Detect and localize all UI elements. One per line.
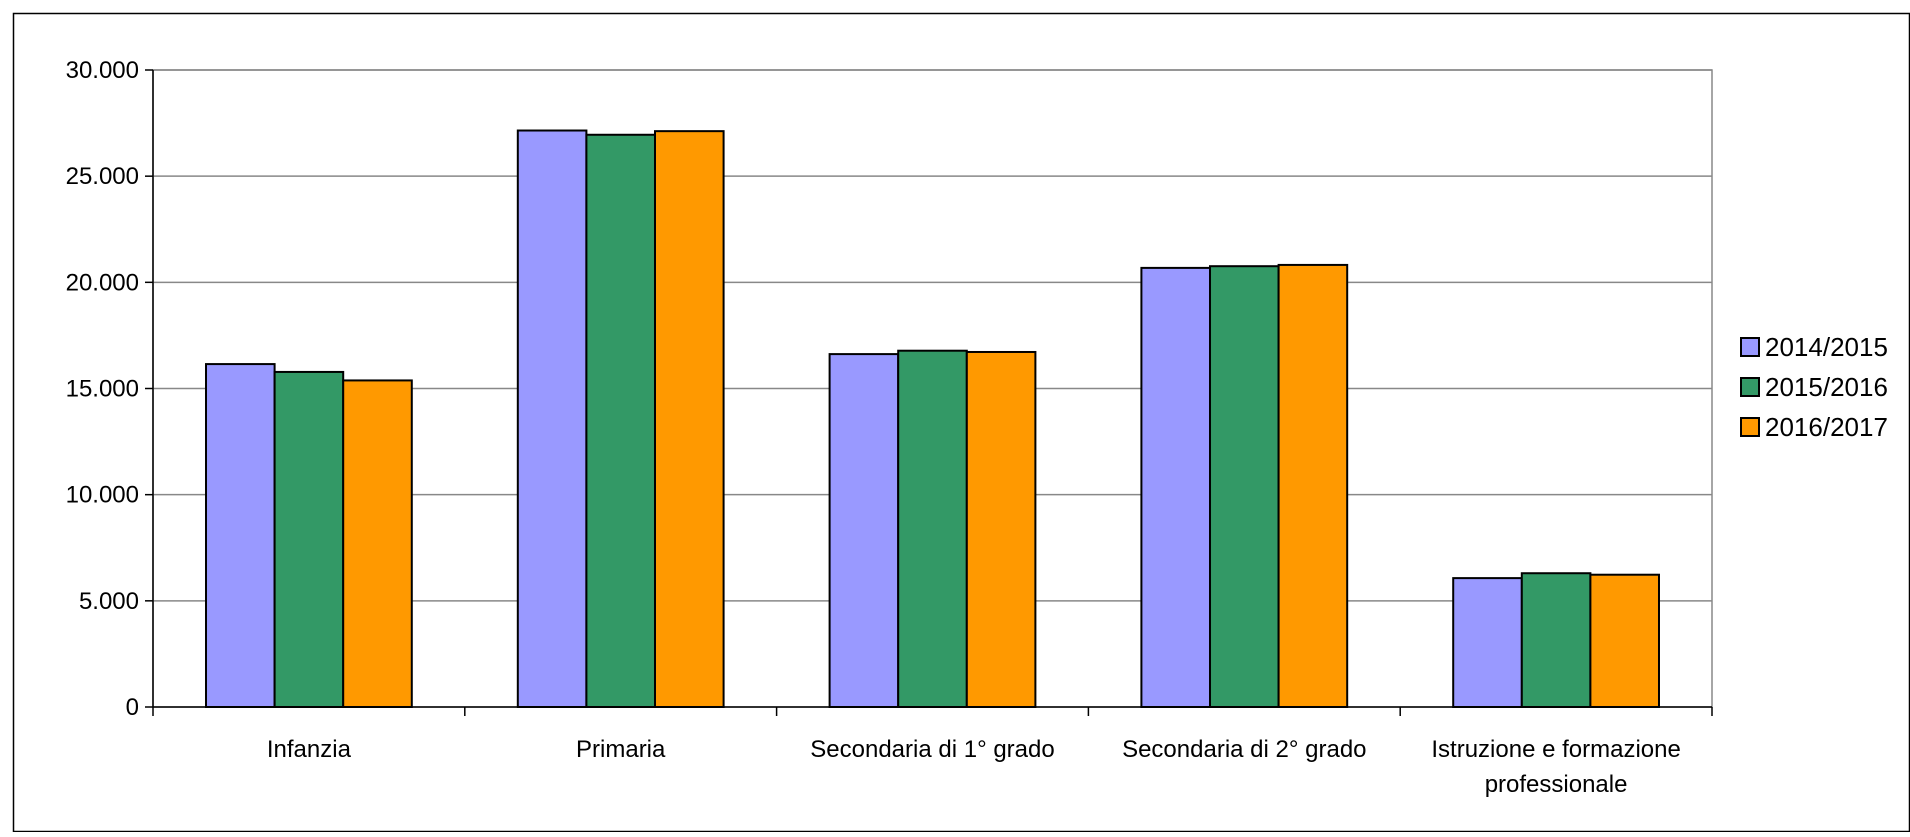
y-tick-label: 25.000 <box>66 163 139 190</box>
x-tick-label: professionale <box>1485 771 1628 798</box>
bar-2016-2017-3 <box>1277 263 1349 708</box>
bar-2014-2015-3 <box>1140 266 1212 708</box>
y-tick-label: 15.000 <box>66 376 139 403</box>
bar-2016-2017-4 <box>1589 573 1660 708</box>
bar-2015-2016-0 <box>273 370 345 708</box>
bar-2014-2015-1 <box>516 129 588 708</box>
x-tick-label: Istruzione e formazione <box>1431 736 1680 763</box>
bar-2015-2016-4 <box>1520 572 1592 708</box>
legend-label: 2015/2016 <box>1765 372 1888 402</box>
y-tick-label: 20.000 <box>66 269 139 296</box>
y-tick-label: 5.000 <box>79 588 139 615</box>
legend-label: 2014/2015 <box>1765 332 1888 362</box>
legend-swatch-2014-2015 <box>1740 337 1760 357</box>
bars <box>205 129 1660 709</box>
bar-2014-2015-2 <box>828 353 900 708</box>
bar-2016-2017-0 <box>342 379 413 708</box>
axes <box>145 69 1713 716</box>
bar-2015-2016-1 <box>585 133 656 709</box>
x-axis-tick-labels: Infanzia Primaria Secondaria di 1° grado Se… <box>267 736 1681 798</box>
bar-2015-2016-2 <box>897 349 968 708</box>
bar-2016-2017-1 <box>653 130 725 709</box>
legend-swatch-2016-2017 <box>1740 417 1760 437</box>
bar-2014-2015-0 <box>205 363 276 708</box>
legend-label: 2016/2017 <box>1765 412 1888 442</box>
x-tick-label: Primaria <box>576 736 666 763</box>
bar-2014-2015-4 <box>1452 577 1523 708</box>
y-tick-label: 0 <box>126 694 139 721</box>
x-tick-label: Secondaria di 2° grado <box>1122 736 1366 763</box>
legend: 2014/2015 2015/2016 2016/2017 <box>1740 332 1888 442</box>
x-tick-label: Secondaria di 1° grado <box>810 736 1054 763</box>
x-tick-label: Infanzia <box>267 736 352 763</box>
bar-2016-2017-2 <box>965 350 1037 708</box>
y-axis-tick-labels: 0 5.000 10.000 15.000 20.000 25.000 30.000 <box>66 57 139 721</box>
y-tick-label: 30.000 <box>66 57 139 84</box>
bar-2015-2016-3 <box>1209 265 1280 708</box>
y-tick-label: 10.000 <box>66 482 139 509</box>
legend-swatch-2015-2016 <box>1740 377 1760 397</box>
